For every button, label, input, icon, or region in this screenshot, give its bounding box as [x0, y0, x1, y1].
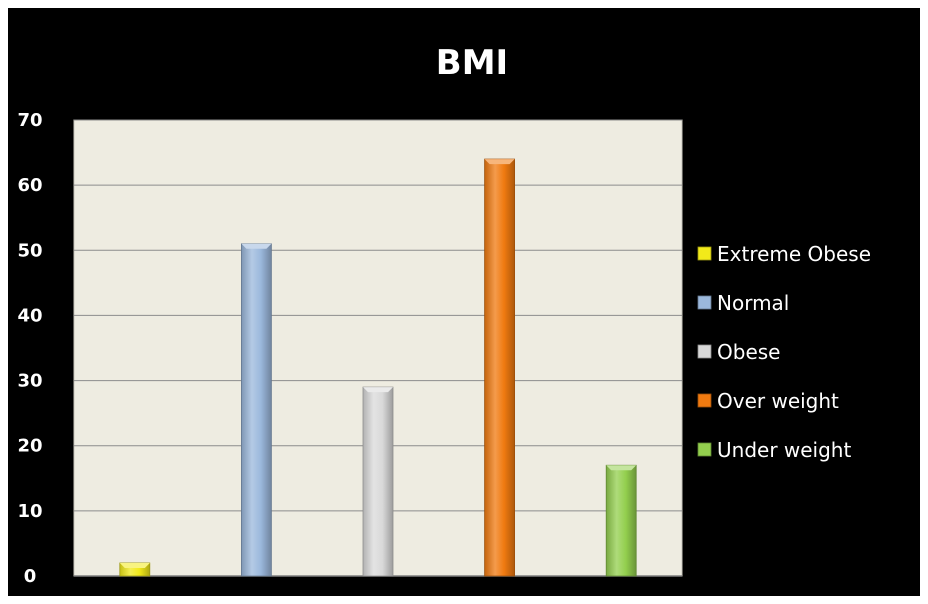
legend-swatch — [697, 295, 712, 310]
legend: Extreme Obese Normal Obese Over weight Under… — [697, 242, 871, 462]
y-tick-label: 60 — [17, 175, 42, 196]
bar-bevel — [119, 562, 150, 568]
bar-bevel — [363, 387, 393, 393]
legend-swatch — [697, 393, 712, 408]
legend-label: Normal — [717, 291, 789, 315]
y-tick-label: 50 — [17, 240, 42, 261]
bar-bevel — [241, 243, 272, 249]
legend-label: Obese — [717, 340, 780, 364]
legend-item: Over weight — [697, 389, 839, 413]
bar — [605, 464, 637, 577]
legend-swatch — [697, 344, 712, 359]
bar — [362, 386, 394, 577]
bars — [119, 158, 637, 577]
y-tick-label: 10 — [17, 501, 42, 522]
legend-item: Normal — [697, 291, 789, 315]
legend-item: Extreme Obese — [697, 242, 871, 266]
legend-label: Under weight — [717, 438, 851, 462]
chart-title: BMI — [436, 43, 508, 83]
bar-under-weight — [605, 464, 637, 577]
bar-chart: BMI 0 10 20 30 40 50 60 70 Extreme Obese Normal O… — [17, 43, 871, 587]
y-tick-label: 70 — [17, 110, 42, 131]
y-tick-label: 30 — [17, 371, 42, 392]
y-tick-label: 20 — [17, 436, 42, 457]
legend-label: Extreme Obese — [717, 242, 871, 266]
legend-swatch — [697, 442, 712, 457]
bar — [484, 158, 516, 577]
y-tick-label: 0 — [24, 566, 37, 587]
y-axis: 0 10 20 30 40 50 60 70 — [17, 110, 682, 587]
legend-item: Obese — [697, 340, 780, 364]
gridlines — [74, 119, 682, 512]
bar-bevel — [484, 159, 515, 165]
bar — [240, 243, 272, 577]
y-tick-label: 40 — [17, 305, 42, 326]
legend-swatch — [697, 246, 712, 261]
bar-obese — [362, 386, 394, 577]
chart-area: BMI 0 10 20 30 40 50 60 70 Extreme Obese Normal O… — [8, 8, 920, 596]
legend-item: Under weight — [697, 438, 851, 462]
bar-extreme-obese — [119, 562, 151, 577]
bar-over-weight — [484, 158, 516, 577]
legend-label: Over weight — [717, 389, 839, 413]
bar-normal — [240, 243, 272, 577]
bar-bevel — [606, 465, 637, 471]
